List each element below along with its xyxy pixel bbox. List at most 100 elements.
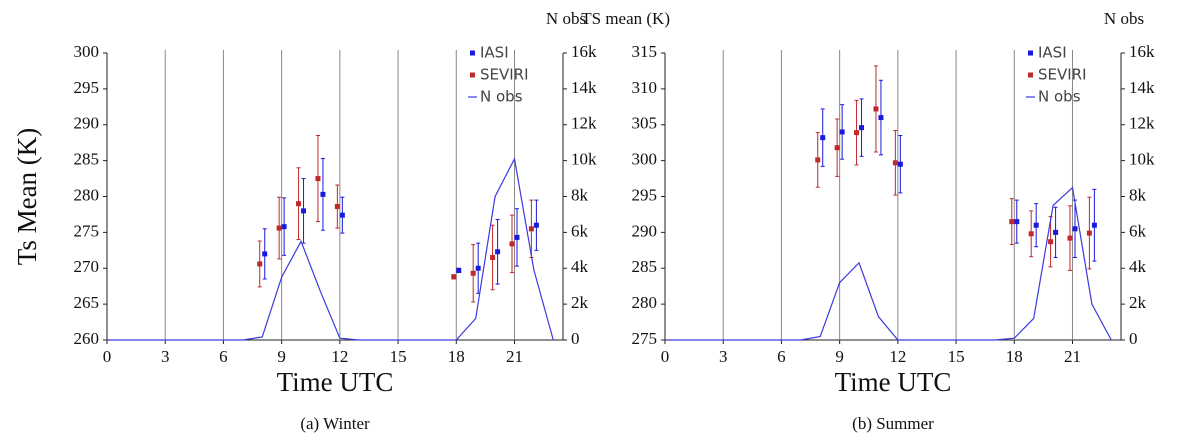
x-tick-label: 21 (506, 347, 523, 366)
y-tick-label: 275 (632, 329, 658, 348)
y-axis-label: Ts Mean (K) (12, 128, 42, 266)
x-tick-label: 12 (889, 347, 906, 366)
legend-label: N obs (480, 88, 523, 106)
marker (815, 157, 821, 163)
x-tick-label: 9 (835, 347, 844, 366)
y2-tick-label: 2k (1129, 293, 1147, 312)
legend-label: IASI (1038, 44, 1067, 62)
y-tick-label: 295 (632, 185, 658, 204)
y-tick-label: 305 (632, 114, 658, 133)
y2-tick-label: 8k (571, 185, 589, 204)
x-tick-label: 9 (277, 347, 286, 366)
y2-tick-label: 14k (1129, 78, 1155, 97)
caption: (b) Summer (852, 414, 934, 433)
y2-tick-label: 8k (1129, 185, 1147, 204)
marker (257, 261, 263, 267)
y-tick-label: 285 (632, 257, 658, 276)
marker (301, 208, 307, 214)
y-tick-label: 295 (74, 78, 100, 97)
panel: 0 3 6 9 12 15 18 21 275 280 285 290 295 300 305 310 315 0… (581, 9, 1155, 433)
y2-axis-label: N obs (1104, 9, 1144, 28)
y2-axis-label: N obs (546, 9, 586, 28)
y2-tick-label: 16k (1129, 42, 1155, 61)
marker (1053, 229, 1059, 235)
x-axis-label: Time UTC (835, 367, 952, 397)
marker (315, 176, 321, 182)
marker (892, 160, 898, 166)
marker (1072, 226, 1078, 232)
y2-tick-label: 6k (1129, 221, 1147, 240)
marker (470, 270, 476, 276)
x-tick-label: 15 (390, 347, 407, 366)
y2-tick-label: 12k (571, 114, 597, 133)
marker (281, 224, 287, 230)
x-tick-label: 0 (661, 347, 670, 366)
y2-tick-label: 0 (1129, 329, 1138, 348)
y-tick-label: 275 (74, 221, 100, 240)
marker (1033, 222, 1039, 228)
line (107, 156, 554, 341)
y-tick-label: 290 (74, 114, 100, 133)
marker (514, 234, 520, 240)
marker (1067, 235, 1073, 241)
marker (339, 212, 345, 218)
marker (528, 226, 534, 232)
panel: 0 3 6 9 12 15 18 21 260 265 270 275 280 285 290 295 300 0… (12, 9, 597, 433)
x-tick-label: 6 (777, 347, 786, 366)
marker (509, 241, 515, 247)
marker (490, 254, 496, 260)
y-tick-label: 265 (74, 293, 100, 312)
x-tick-label: 3 (719, 347, 728, 366)
y-tick-label: 270 (74, 257, 100, 276)
marker (451, 274, 457, 280)
marker (854, 130, 860, 136)
y2-tick-label: 2k (571, 293, 589, 312)
y2-tick-label: 14k (571, 78, 597, 97)
marker (334, 204, 340, 210)
legend-label: IASI (480, 44, 509, 62)
marker (296, 201, 302, 207)
marker (820, 135, 826, 141)
x-tick-label: 3 (161, 347, 170, 366)
marker (1086, 230, 1092, 236)
marker (834, 145, 840, 151)
y-tick-label: 315 (632, 42, 658, 61)
y-tick-label: 280 (74, 185, 100, 204)
marker (873, 106, 879, 112)
x-tick-label: 15 (948, 347, 965, 366)
y2-tick-label: 6k (571, 221, 589, 240)
y2-tick-label: 16k (571, 42, 597, 61)
marker (839, 129, 845, 135)
marker (1009, 219, 1015, 225)
x-axis-label: Time UTC (277, 367, 394, 397)
marker (897, 161, 903, 167)
legend-label: SEVIRI (480, 66, 529, 84)
marker (475, 265, 481, 271)
x-tick-label: 12 (331, 347, 348, 366)
y2-tick-label: 10k (1129, 150, 1155, 169)
y-tick-label: 300 (74, 42, 100, 61)
y2-tick-label: 4k (571, 257, 589, 276)
y2-tick-label: 0 (571, 329, 580, 348)
legend-label: SEVIRI (1038, 66, 1087, 84)
marker (276, 225, 282, 231)
caption: (a) Winter (300, 414, 370, 433)
y2-tick-label: 4k (1129, 257, 1147, 276)
y-tick-label: 280 (632, 293, 658, 312)
y-tick-label: 300 (632, 150, 658, 169)
marker (1014, 219, 1020, 225)
y-tick-label: 290 (632, 221, 658, 240)
y2-tick-label: 12k (1129, 114, 1155, 133)
legend-label: N obs (1038, 88, 1081, 106)
marker (320, 191, 326, 197)
line (665, 186, 1112, 341)
y-tick-label: 310 (632, 78, 658, 97)
legend-swatch (470, 50, 475, 56)
legend-swatch (1028, 72, 1033, 78)
y-axis-label: TS mean (K) (581, 9, 670, 28)
x-tick-label: 18 (448, 347, 465, 366)
x-tick-label: 18 (1006, 347, 1023, 366)
marker (1048, 239, 1054, 245)
